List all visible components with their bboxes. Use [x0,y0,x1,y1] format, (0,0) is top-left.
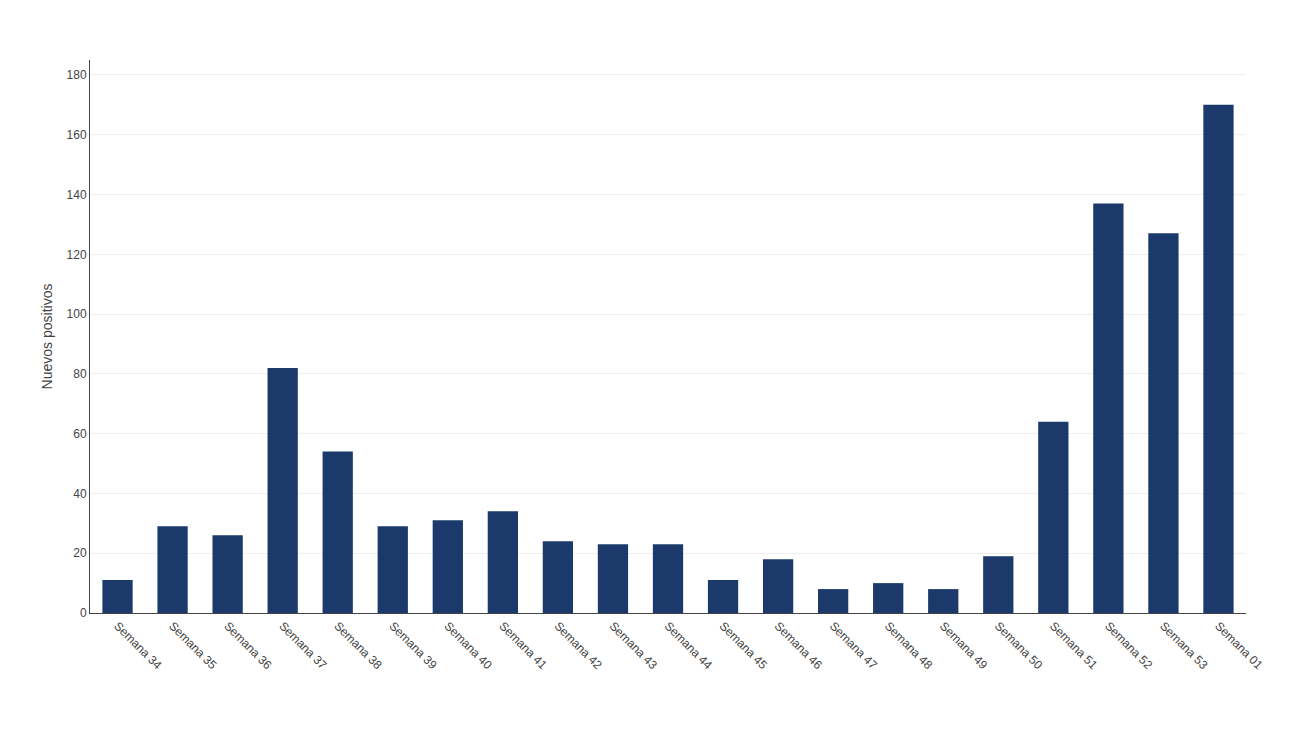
svg-text:Semana 40: Semana 40 [441,619,495,673]
svg-text:80: 80 [73,367,87,381]
svg-text:Semana 45: Semana 45 [717,619,771,673]
svg-text:Semana 50: Semana 50 [992,619,1046,673]
svg-text:Semana 44: Semana 44 [662,619,716,673]
svg-text:Semana 49: Semana 49 [937,619,991,673]
svg-text:Semana 36: Semana 36 [221,619,275,673]
svg-text:Semana 51: Semana 51 [1047,619,1101,673]
svg-text:180: 180 [67,68,87,82]
svg-text:120: 120 [67,248,87,262]
svg-text:Semana 37: Semana 37 [276,619,330,673]
svg-text:100: 100 [67,307,87,321]
svg-text:Semana 46: Semana 46 [772,619,826,673]
svg-text:60: 60 [73,427,87,441]
svg-text:Semana 52: Semana 52 [1102,619,1156,673]
svg-text:Semana 48: Semana 48 [882,619,936,673]
svg-text:Semana 01: Semana 01 [1212,619,1266,673]
svg-text:Semana 42: Semana 42 [552,619,606,673]
svg-text:140: 140 [67,188,87,202]
svg-text:20: 20 [73,546,87,560]
svg-text:Semana 34: Semana 34 [111,619,165,673]
svg-text:Semana 39: Semana 39 [386,619,440,673]
svg-text:Semana 38: Semana 38 [331,619,385,673]
svg-text:Semana 41: Semana 41 [496,619,550,673]
svg-text:160: 160 [67,128,87,142]
svg-text:Semana 47: Semana 47 [827,619,881,673]
svg-text:Semana 53: Semana 53 [1157,619,1211,673]
svg-text:Semana 43: Semana 43 [607,619,661,673]
svg-text:40: 40 [73,487,87,501]
svg-text:Semana 35: Semana 35 [166,619,220,673]
svg-text:Nuevos positivos: Nuevos positivos [39,284,55,390]
svg-text:0: 0 [80,606,87,620]
